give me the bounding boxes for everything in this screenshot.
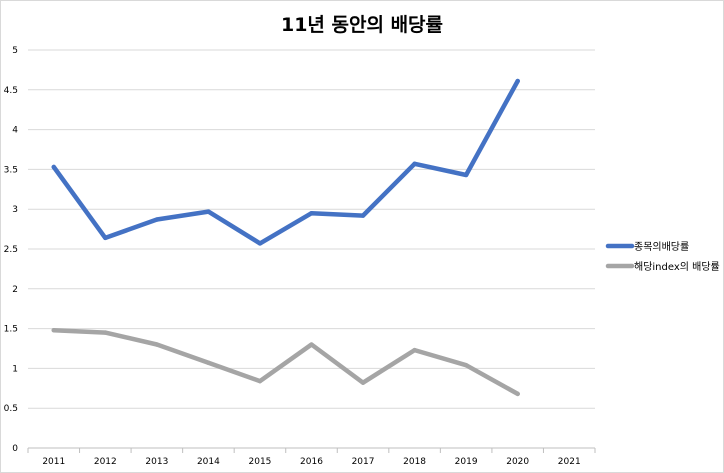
y-tick-label: 0 — [12, 444, 18, 454]
x-tick-label: 2019 — [455, 457, 478, 467]
x-tick-label: 2014 — [197, 457, 220, 467]
series-line-1 — [51, 78, 520, 246]
data-point — [103, 235, 108, 241]
data-point — [154, 217, 160, 222]
data-point — [51, 164, 56, 170]
data-point — [463, 172, 469, 178]
x-tick-label: 2011 — [42, 457, 65, 467]
data-point — [103, 330, 108, 335]
x-tick-label: 2021 — [558, 457, 581, 467]
data-point — [515, 391, 520, 397]
data-point — [309, 210, 314, 216]
y-tick-label: 2 — [12, 285, 18, 295]
data-point — [463, 363, 469, 368]
legend-label-1: 종목의배당률 — [634, 241, 689, 253]
data-point — [360, 380, 366, 385]
legend-label-2: 해당index의 배당률 — [634, 260, 720, 273]
y-tick-label: 3 — [12, 205, 18, 215]
y-tick-label: 5 — [12, 46, 18, 56]
x-tick-label: 2013 — [145, 457, 168, 467]
data-point — [257, 378, 263, 384]
data-point — [257, 241, 263, 246]
y-tick-label: 1 — [12, 364, 18, 374]
x-tick-label: 2012 — [94, 457, 117, 467]
data-point — [206, 360, 211, 366]
x-tick-label: 2016 — [300, 457, 323, 467]
data-point — [154, 342, 160, 347]
data-point — [206, 209, 211, 214]
data-point — [51, 327, 56, 333]
chart-title: 11년 동안의 배당률 — [280, 14, 444, 36]
data-point — [360, 213, 366, 218]
x-tick-label: 2015 — [249, 457, 272, 467]
x-tick-label: 2020 — [506, 457, 529, 467]
y-tick-label: 3.5 — [4, 165, 18, 175]
data-point — [412, 161, 417, 167]
y-tick-label: 4.5 — [4, 86, 18, 96]
y-tick-label: 4 — [12, 126, 18, 136]
y-tick-label: 2.5 — [4, 245, 18, 255]
y-tick-label: 0.5 — [4, 404, 18, 414]
data-point — [412, 347, 417, 353]
series-line-2 — [51, 327, 520, 397]
data-point — [309, 342, 314, 347]
y-tick-label: 1.5 — [4, 325, 18, 335]
x-tick-label: 2018 — [403, 457, 426, 467]
x-tick-label: 2017 — [352, 457, 375, 467]
data-point — [515, 78, 520, 84]
